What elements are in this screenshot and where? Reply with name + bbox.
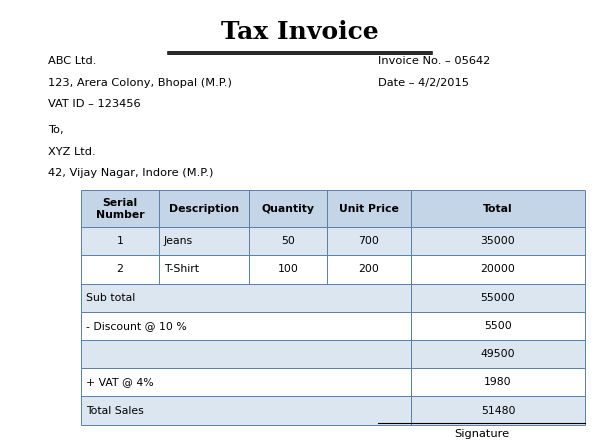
Text: 49500: 49500 bbox=[481, 349, 515, 359]
Bar bbox=[159, 190, 249, 227]
Text: 51480: 51480 bbox=[481, 405, 515, 416]
Text: 700: 700 bbox=[359, 236, 379, 246]
Bar bbox=[249, 255, 327, 284]
Text: Jeans: Jeans bbox=[164, 236, 193, 246]
Text: Date – 4/2/2015: Date – 4/2/2015 bbox=[378, 78, 469, 87]
Text: Serial
Number: Serial Number bbox=[95, 198, 145, 220]
Text: To,: To, bbox=[48, 125, 64, 135]
Bar bbox=[327, 255, 411, 284]
Bar bbox=[81, 368, 411, 396]
Text: Quantity: Quantity bbox=[262, 204, 314, 214]
Text: 200: 200 bbox=[359, 264, 379, 275]
Bar bbox=[81, 340, 411, 368]
Bar bbox=[159, 227, 249, 255]
Bar bbox=[411, 284, 585, 312]
Bar bbox=[411, 190, 585, 227]
Text: 55000: 55000 bbox=[481, 293, 515, 303]
Bar bbox=[411, 368, 585, 396]
Text: VAT ID – 123456: VAT ID – 123456 bbox=[48, 99, 140, 109]
Text: Sub total: Sub total bbox=[86, 293, 135, 303]
Bar bbox=[411, 340, 585, 368]
Text: 5500: 5500 bbox=[484, 321, 512, 331]
Text: 20000: 20000 bbox=[481, 264, 515, 275]
Bar bbox=[411, 255, 585, 284]
Text: Total Sales: Total Sales bbox=[86, 405, 143, 416]
Text: 35000: 35000 bbox=[481, 236, 515, 246]
Text: ABC Ltd.: ABC Ltd. bbox=[48, 56, 97, 66]
Text: Unit Price: Unit Price bbox=[339, 204, 399, 214]
Bar bbox=[411, 227, 585, 255]
Bar bbox=[81, 284, 411, 312]
Text: XYZ Ltd.: XYZ Ltd. bbox=[48, 147, 95, 157]
Text: - Discount @ 10 %: - Discount @ 10 % bbox=[86, 321, 187, 331]
Text: 1980: 1980 bbox=[484, 377, 512, 388]
Bar bbox=[411, 396, 585, 425]
Bar bbox=[81, 227, 159, 255]
Text: 1: 1 bbox=[116, 236, 124, 246]
Bar bbox=[159, 255, 249, 284]
Bar bbox=[249, 190, 327, 227]
Bar bbox=[81, 396, 411, 425]
Text: Description: Description bbox=[169, 204, 239, 214]
Bar bbox=[81, 255, 159, 284]
Text: Signature: Signature bbox=[454, 429, 509, 439]
Text: Invoice No. – 05642: Invoice No. – 05642 bbox=[378, 56, 490, 66]
Text: 123, Arera Colony, Bhopal (M.P.): 123, Arera Colony, Bhopal (M.P.) bbox=[48, 78, 232, 87]
Text: Tax Invoice: Tax Invoice bbox=[221, 20, 379, 44]
Text: Total: Total bbox=[483, 204, 513, 214]
Bar bbox=[327, 227, 411, 255]
Bar bbox=[327, 190, 411, 227]
Text: 2: 2 bbox=[116, 264, 124, 275]
Text: 50: 50 bbox=[281, 236, 295, 246]
Bar bbox=[411, 312, 585, 340]
Text: 100: 100 bbox=[278, 264, 298, 275]
Bar bbox=[249, 227, 327, 255]
Text: + VAT @ 4%: + VAT @ 4% bbox=[86, 377, 154, 388]
Text: 42, Vijay Nagar, Indore (M.P.): 42, Vijay Nagar, Indore (M.P.) bbox=[48, 168, 214, 178]
Text: T-Shirt: T-Shirt bbox=[164, 264, 199, 275]
Bar bbox=[81, 312, 411, 340]
Bar bbox=[81, 190, 159, 227]
